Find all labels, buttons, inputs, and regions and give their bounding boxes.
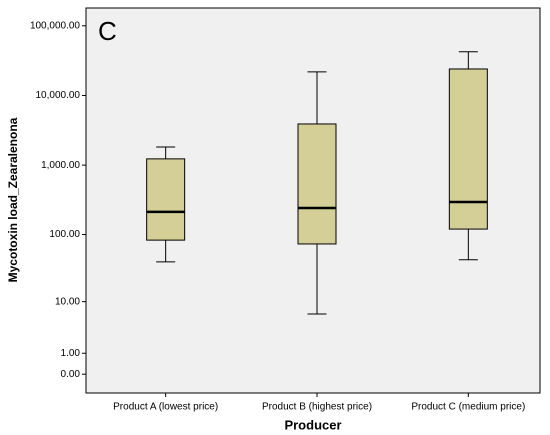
y-tick-label: 100,000.00 <box>30 20 80 31</box>
y-tick-label: 0.00 <box>61 369 81 380</box>
x-tick-label: Product C (medium price) <box>411 402 525 413</box>
y-tick-label: 10,000.00 <box>36 90 81 101</box>
y-tick-label: 100.00 <box>49 229 80 240</box>
x-tick-label: Product A (lowest price) <box>113 402 218 413</box>
y-axis-label: Mycotoxin load_Zearalenona <box>6 117 20 282</box>
box <box>448 68 488 230</box>
y-tick-label: 10.00 <box>55 296 80 307</box>
y-tick-label: 1.00 <box>61 348 81 359</box>
x-tick-label: Product B (highest price) <box>262 402 372 413</box>
box <box>146 158 186 241</box>
annotation: C <box>98 16 117 46</box>
y-tick-label: 1,000.00 <box>41 160 80 171</box>
x-axis-label: Producer <box>284 417 341 432</box>
box <box>297 123 337 245</box>
